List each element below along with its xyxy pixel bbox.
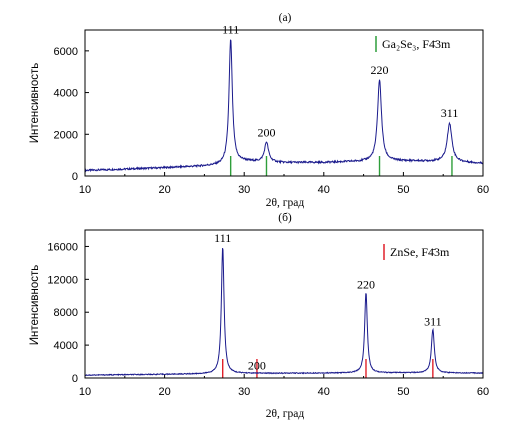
- panel-a-reference-lines: [229, 156, 453, 176]
- panel-b-y-axis-label: Интенсивность: [29, 265, 41, 346]
- x-tick-label: 30: [238, 386, 250, 398]
- y-tick-label: 4000: [54, 88, 78, 100]
- x-tick-label: 20: [158, 386, 170, 398]
- peak-label: 220: [357, 277, 375, 291]
- x-tick-label: 10: [79, 184, 91, 196]
- y-tick-label: 6000: [54, 46, 78, 58]
- y-tick-label: 0: [72, 171, 78, 183]
- y-tick-label: 4000: [54, 340, 78, 352]
- x-tick-label: 20: [158, 184, 170, 196]
- y-tick-label: 2000: [54, 129, 78, 141]
- peak-label: 311: [424, 314, 442, 328]
- y-tick-label: 12000: [47, 274, 78, 286]
- panel-b-x-axis-label: 2θ, град: [266, 408, 305, 420]
- panel-b-reference-lines: [222, 359, 434, 378]
- peak-label: 111: [214, 231, 231, 245]
- x-tick-label: 50: [397, 386, 409, 398]
- panel-b-series-line: [84, 247, 484, 377]
- panel-a-peak-labels: 111 200 220 311: [222, 22, 458, 139]
- peak-label: 200: [257, 125, 275, 139]
- y-tick-label: 0: [72, 373, 78, 385]
- peak-label: 200: [248, 358, 266, 372]
- panel-a-ticks: 10 20 30 40 50 60 0 2000 4000 6000: [54, 46, 490, 196]
- x-tick-label: 60: [477, 386, 489, 398]
- y-tick-label: 8000: [54, 307, 78, 319]
- panel-b-ticks: 10 20 30 40 50 60 0 4000 8000 12000 16000: [47, 241, 489, 398]
- panel-a-legend-label: Ga₂Se₃, F4̄3m: [382, 37, 451, 51]
- panel-a-title: (а): [279, 12, 292, 24]
- panel-b-legend-label: ZnSe, F4̄3m: [390, 245, 450, 259]
- panel-a-y-axis-label: Интенсивность: [29, 63, 41, 144]
- panel-b: (б) 10 20 30 40 50 60 0 4000 8000 12000 16000 111 2…: [29, 212, 489, 420]
- panel-a-plot-frame: [84, 29, 484, 177]
- panel-a-series-line: [84, 39, 484, 173]
- peak-label: 311: [441, 106, 459, 120]
- y-tick-label: 16000: [47, 241, 78, 253]
- x-tick-label: 30: [238, 184, 250, 196]
- x-tick-label: 10: [79, 386, 91, 398]
- x-tick-label: 50: [397, 184, 409, 196]
- panel-a-x-axis-label: 2θ, град: [266, 197, 305, 209]
- peak-label: 220: [371, 63, 389, 77]
- x-tick-label: 60: [477, 184, 489, 196]
- panel-b-peak-labels: 111 200 220 311: [214, 231, 441, 372]
- panel-a: (а) 10 20 30 40 50 60 0 2000 4000 6000 111 200 220 3…: [29, 12, 489, 209]
- x-tick-label: 40: [318, 184, 330, 196]
- peak-label: 111: [222, 22, 239, 36]
- panel-b-title: (б): [278, 212, 292, 224]
- x-tick-label: 40: [318, 386, 330, 398]
- panel-b-plot-frame: [84, 229, 484, 379]
